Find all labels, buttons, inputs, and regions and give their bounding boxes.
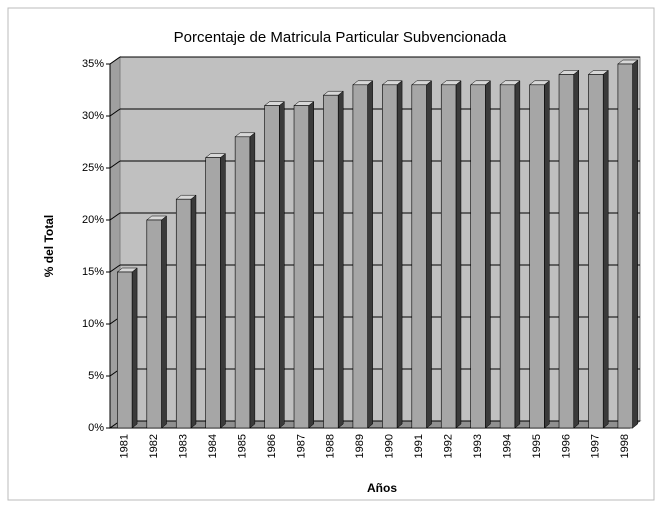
bar-side xyxy=(279,101,285,429)
bar xyxy=(529,84,545,429)
grid-line-side xyxy=(109,108,121,117)
bar-side xyxy=(396,80,403,429)
bar xyxy=(382,84,398,429)
grid-line-side xyxy=(109,212,121,221)
bar-side xyxy=(485,80,491,429)
bar xyxy=(352,84,368,429)
grid-line-side xyxy=(109,160,121,169)
bar xyxy=(205,157,221,429)
bar-side xyxy=(131,267,138,429)
bar-side xyxy=(220,153,226,429)
bar-side xyxy=(190,194,197,429)
bar-side xyxy=(426,80,432,429)
x-tick-label: 1988 xyxy=(325,434,337,458)
y-tick-label: 5% xyxy=(88,370,104,382)
bar-side xyxy=(544,80,550,429)
bar xyxy=(440,84,457,429)
x-tick-label: 1997 xyxy=(590,434,602,458)
x-tick-label: 1989 xyxy=(354,434,366,458)
bar xyxy=(411,84,427,429)
bar xyxy=(293,105,310,429)
x-tick-label: 1985 xyxy=(236,434,248,458)
bar xyxy=(234,136,251,429)
y-axis-title: % del Total xyxy=(42,215,56,277)
chart-title: Porcentaje de Matricula Particular Subve… xyxy=(174,29,507,46)
x-tick-label: 1981 xyxy=(119,434,131,458)
bar xyxy=(146,219,162,429)
bar xyxy=(558,74,575,429)
x-tick-label: 1993 xyxy=(472,434,484,458)
y-tick-label: 10% xyxy=(82,318,104,330)
x-tick-label: 1987 xyxy=(295,434,307,458)
x-tick-label: 1986 xyxy=(266,434,278,458)
grid-line-side xyxy=(109,264,121,273)
x-tick-label: 1996 xyxy=(560,434,572,458)
y-tick-label: 15% xyxy=(82,266,104,278)
x-tick-label: 1995 xyxy=(531,434,543,458)
bar-side xyxy=(161,215,167,429)
x-tick-label: 1992 xyxy=(443,434,455,458)
bar xyxy=(470,84,486,429)
bar-side xyxy=(337,90,344,429)
bar-side xyxy=(308,101,314,429)
bar xyxy=(323,94,339,429)
bar-side xyxy=(514,80,521,429)
y-tick-label: 35% xyxy=(82,58,104,70)
x-tick-label: 1998 xyxy=(619,434,631,458)
bar xyxy=(588,74,604,429)
bar xyxy=(264,105,280,429)
bar xyxy=(499,84,516,429)
y-tick-label: 25% xyxy=(82,162,104,174)
bar-side xyxy=(249,132,256,429)
grid-line-side xyxy=(109,56,121,65)
bar xyxy=(117,271,133,429)
bar xyxy=(617,63,633,429)
x-tick-label: 1983 xyxy=(178,434,190,458)
x-tick-label: 1990 xyxy=(384,434,396,458)
y-tick-label: 0% xyxy=(88,422,104,434)
x-tick-label: 1982 xyxy=(148,434,160,458)
x-tick-label: 1994 xyxy=(501,434,513,458)
bar-side xyxy=(455,80,462,429)
bar-side xyxy=(367,80,373,429)
x-tick-label: 1984 xyxy=(207,434,219,458)
bar-side xyxy=(632,59,638,429)
bar-side xyxy=(573,69,579,429)
y-tick-label: 30% xyxy=(82,110,104,122)
x-tick-label: 1991 xyxy=(413,434,425,458)
bar xyxy=(175,198,192,429)
bar-side xyxy=(602,69,609,429)
x-axis-title: Años xyxy=(367,481,397,495)
y-tick-label: 20% xyxy=(82,214,104,226)
